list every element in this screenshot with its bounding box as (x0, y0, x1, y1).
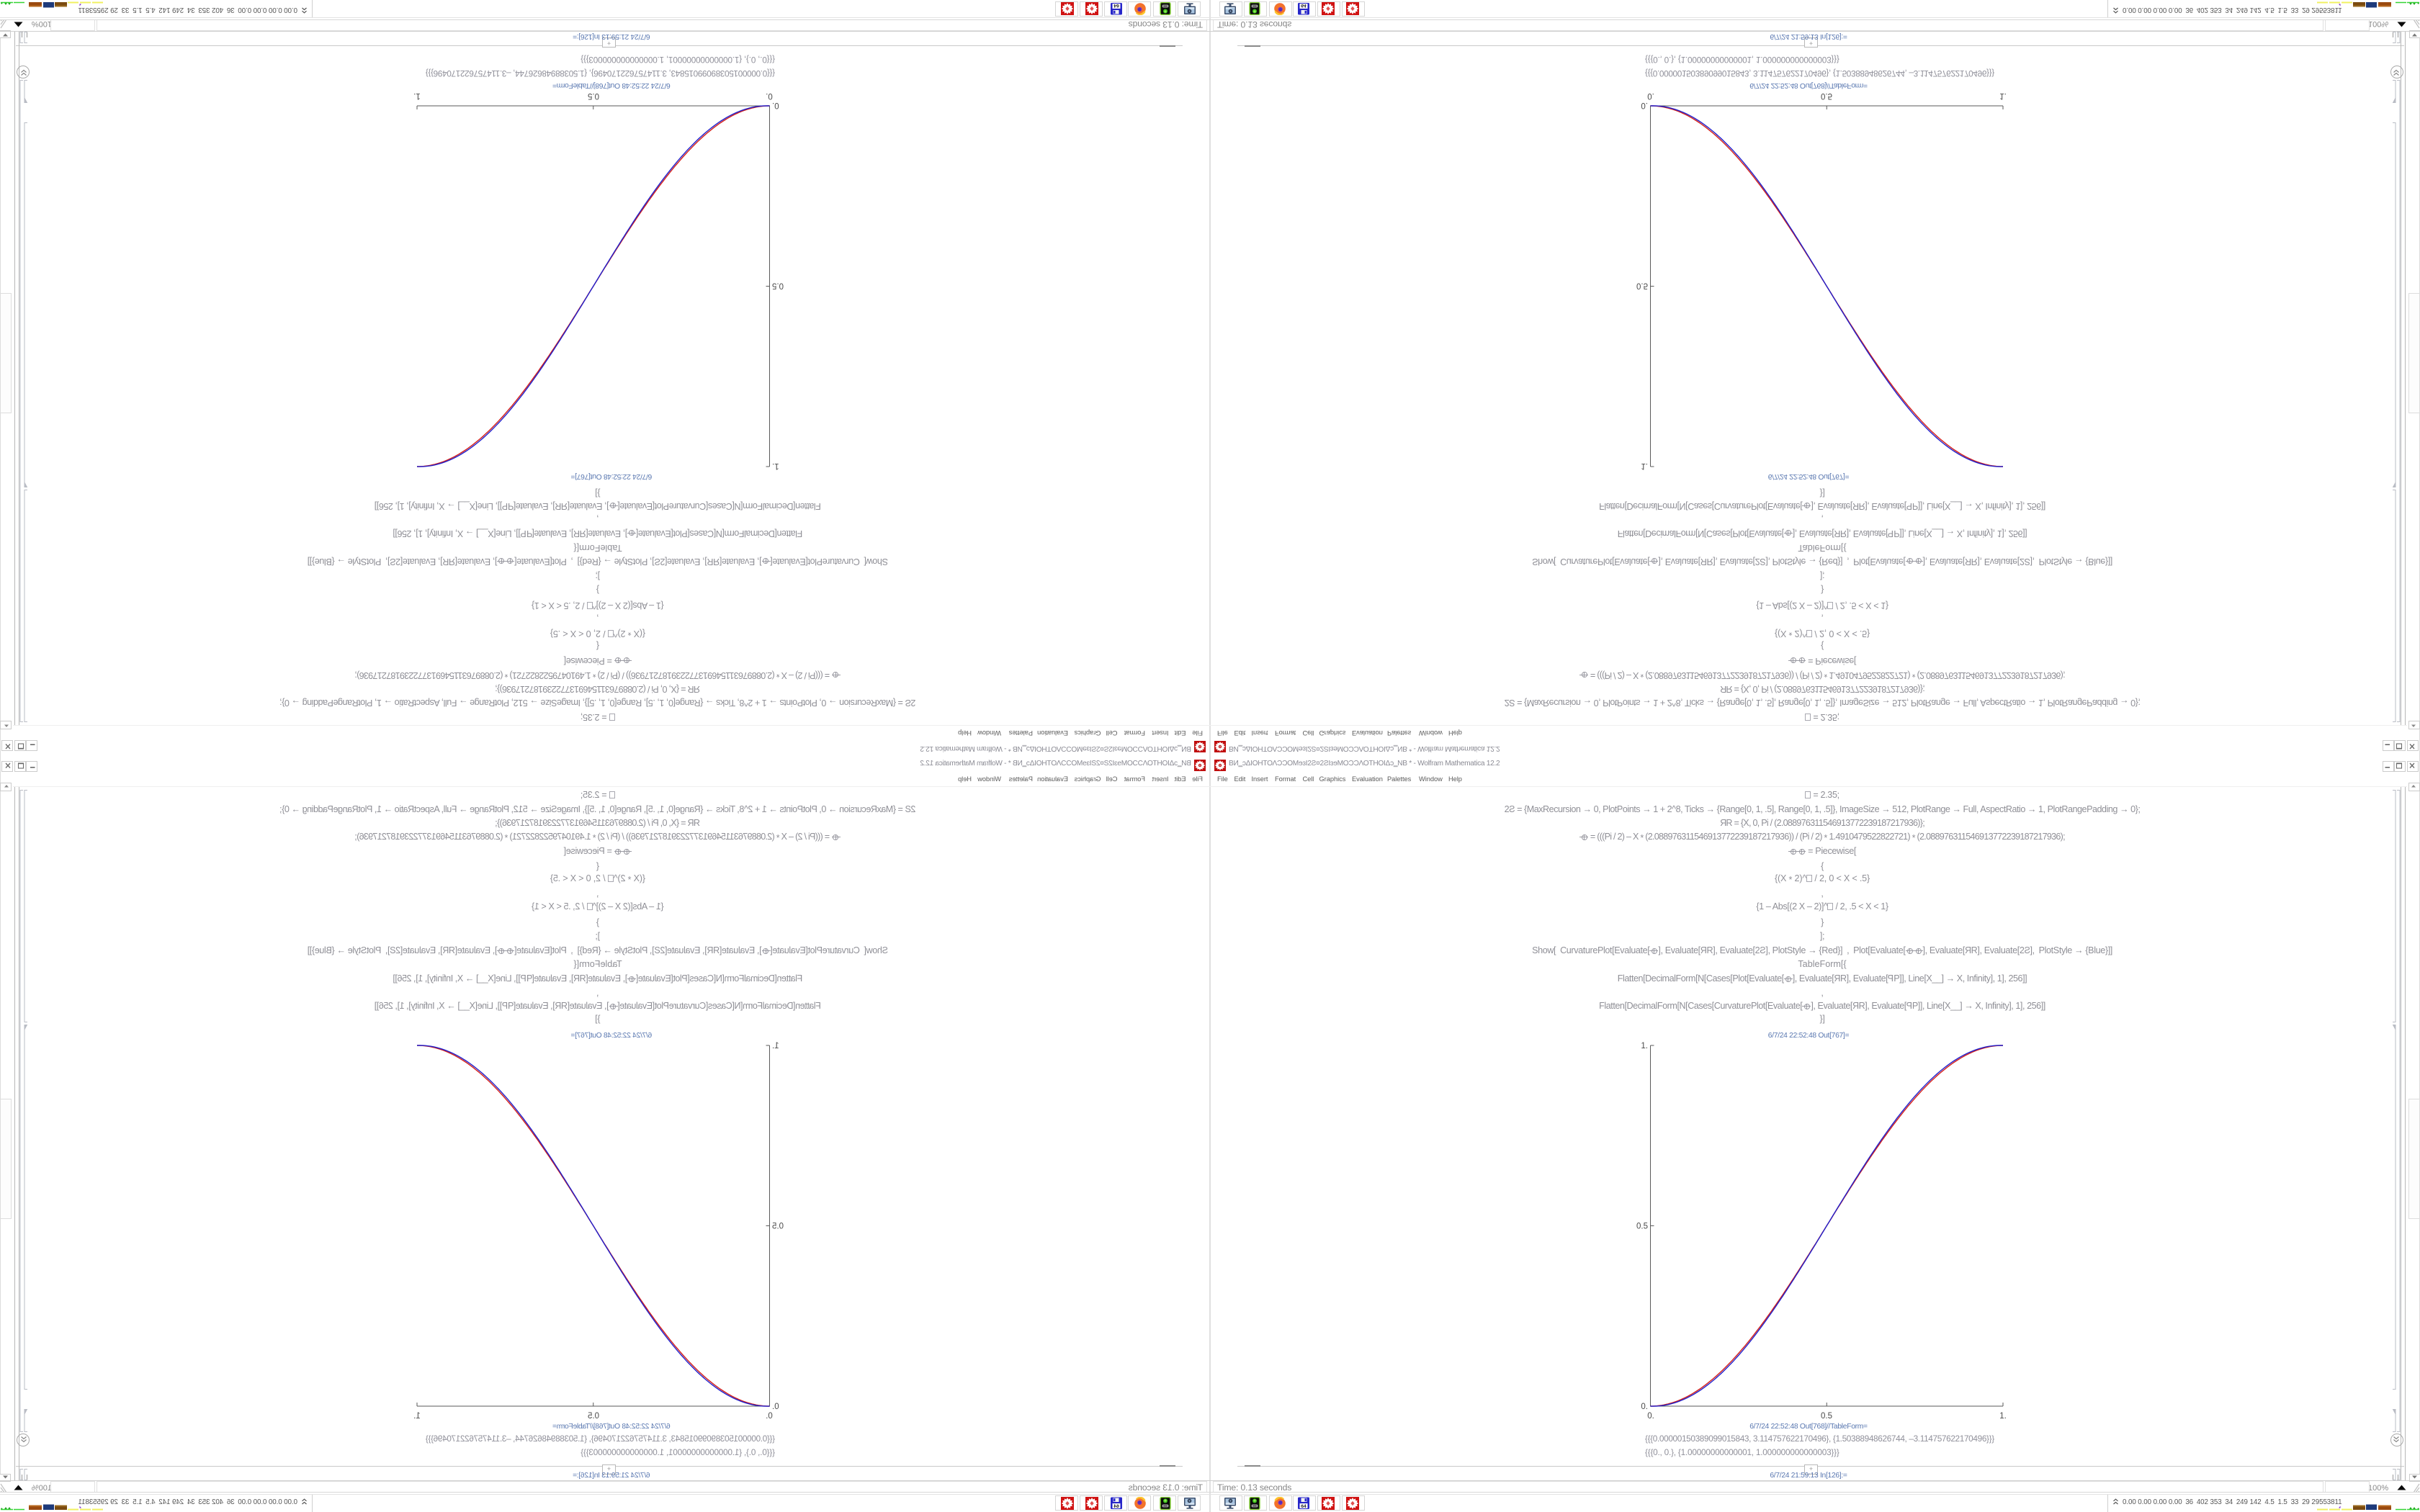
svg-text:0.5: 0.5 (588, 91, 599, 100)
svg-text:0.5: 0.5 (1636, 282, 1648, 290)
svg-text:64: 64 (1301, 3, 1307, 8)
svg-text:1.: 1. (413, 91, 421, 100)
svg-text:0.5: 0.5 (772, 1223, 784, 1231)
svg-text:0.: 0. (1641, 101, 1648, 109)
svg-text:1.: 1. (1999, 91, 2007, 100)
svg-text:1.: 1. (772, 1042, 779, 1050)
svg-text:0.: 0. (766, 1412, 773, 1421)
svg-text:1.: 1. (1641, 1042, 1648, 1050)
svg-text:64: 64 (1301, 1504, 1307, 1509)
svg-text:0.: 0. (1641, 1403, 1648, 1411)
svg-text:64: 64 (1113, 1504, 1119, 1509)
svg-text:0.5: 0.5 (1821, 1412, 1832, 1421)
svg-text:0.: 0. (1647, 91, 1654, 100)
svg-text:0.5: 0.5 (588, 1412, 599, 1421)
svg-text:0.5: 0.5 (772, 282, 784, 290)
svg-text:1.: 1. (1641, 462, 1648, 470)
svg-text:0.: 0. (772, 101, 779, 109)
svg-text:0.: 0. (1647, 1412, 1654, 1421)
svg-text:1.: 1. (413, 1412, 421, 1421)
svg-text:1.: 1. (772, 462, 779, 470)
svg-text:1.: 1. (1999, 1412, 2007, 1421)
svg-text:0.5: 0.5 (1821, 91, 1832, 100)
svg-text:0.: 0. (772, 1403, 779, 1411)
svg-text:0.: 0. (766, 91, 773, 100)
svg-text:0.5: 0.5 (1636, 1223, 1648, 1231)
svg-text:64: 64 (1113, 3, 1119, 8)
